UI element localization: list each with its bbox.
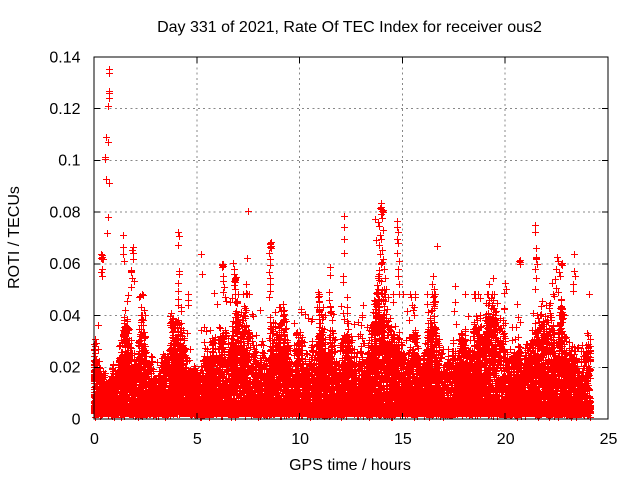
svg-text:10: 10 bbox=[291, 431, 309, 448]
svg-text:25: 25 bbox=[600, 431, 618, 448]
svg-text:15: 15 bbox=[394, 431, 412, 448]
svg-text:Day 331 of 2021, Rate Of TEC I: Day 331 of 2021, Rate Of TEC Index for r… bbox=[157, 19, 542, 36]
svg-text:ROTI / TECUs: ROTI / TECUs bbox=[6, 186, 23, 289]
svg-text:0.1: 0.1 bbox=[58, 153, 80, 170]
svg-text:0: 0 bbox=[90, 431, 99, 448]
svg-text:20: 20 bbox=[497, 431, 515, 448]
svg-text:GPS time / hours: GPS time / hours bbox=[289, 457, 411, 474]
svg-text:0.04: 0.04 bbox=[49, 308, 80, 325]
svg-text:0.06: 0.06 bbox=[49, 256, 80, 273]
svg-text:0.14: 0.14 bbox=[49, 49, 80, 66]
svg-text:0.02: 0.02 bbox=[49, 360, 80, 377]
svg-text:0: 0 bbox=[72, 411, 81, 428]
svg-text:5: 5 bbox=[193, 431, 202, 448]
svg-text:0.12: 0.12 bbox=[49, 101, 80, 118]
svg-text:0.08: 0.08 bbox=[49, 204, 80, 221]
